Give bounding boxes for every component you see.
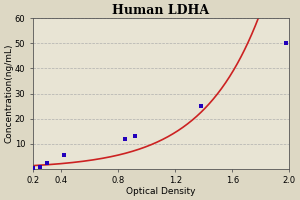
Point	[30, 166, 35, 170]
Point	[62, 153, 67, 157]
Y-axis label: Concentration(ng/mL): Concentration(ng/mL)	[4, 44, 13, 143]
Point	[199, 105, 203, 108]
Title: Human LDHA: Human LDHA	[112, 4, 210, 17]
Point	[45, 161, 50, 164]
Point	[123, 137, 128, 140]
X-axis label: Optical Density: Optical Density	[126, 187, 196, 196]
Point	[38, 165, 42, 168]
Point	[284, 42, 289, 45]
Point	[133, 135, 138, 138]
